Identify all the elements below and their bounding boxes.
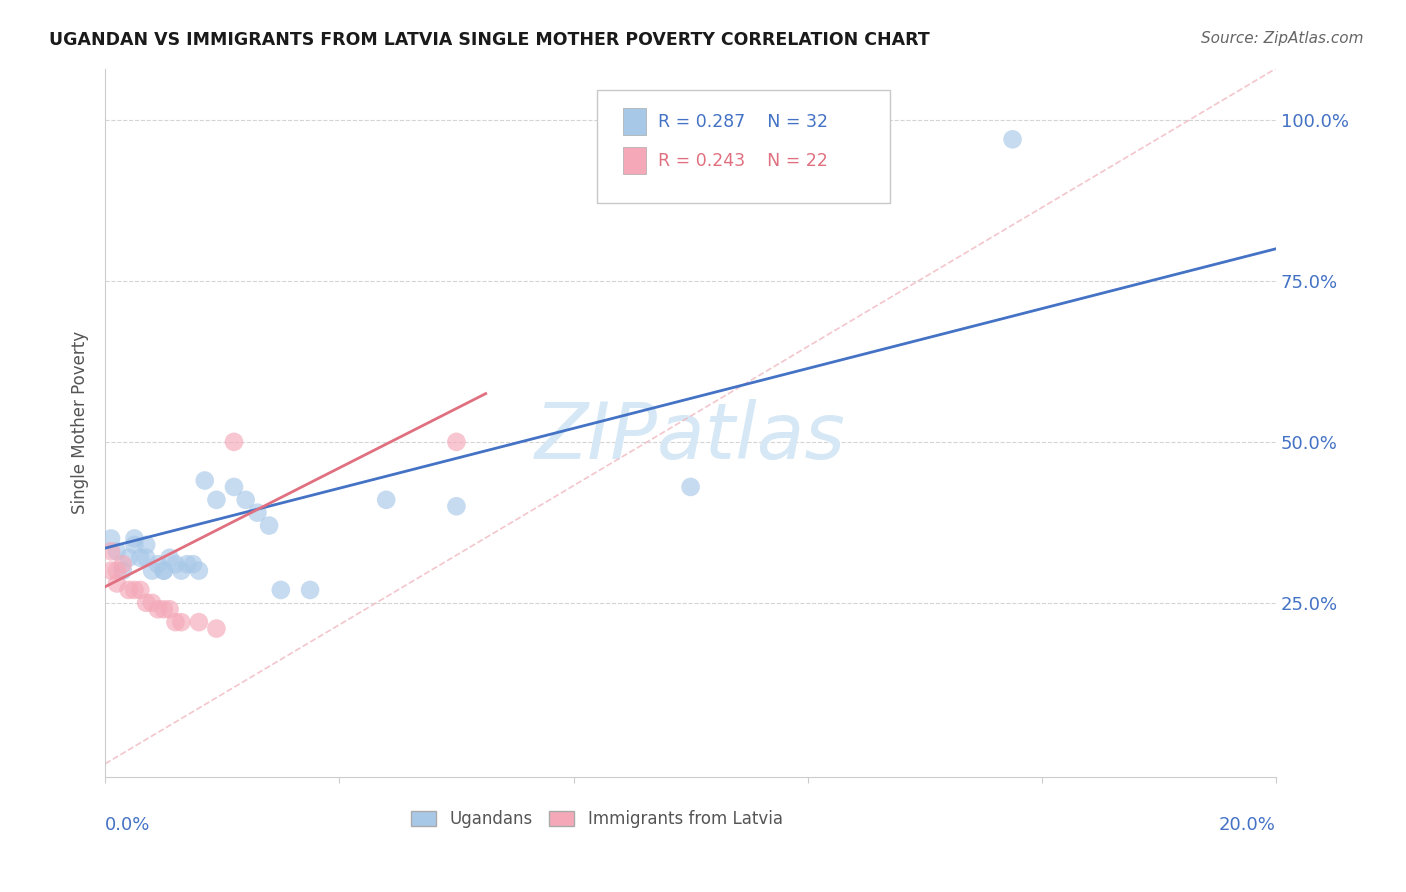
Legend: Ugandans, Immigrants from Latvia: Ugandans, Immigrants from Latvia (411, 811, 783, 829)
Point (222, 434, 245, 449)
Point (135, 538, 157, 552)
Point (187, 564, 209, 578)
Point (100, 532, 122, 546)
Text: UGANDAN VS IMMIGRANTS FROM LATVIA SINGLE MOTHER POVERTY CORRELATION CHART: UGANDAN VS IMMIGRANTS FROM LATVIA SINGLE… (49, 31, 929, 49)
Point (100, 544, 122, 558)
Point (176, 558, 198, 572)
Point (235, 492, 257, 507)
Text: ZIPatlas: ZIPatlas (536, 399, 846, 475)
Point (141, 596, 163, 610)
Point (124, 532, 146, 546)
Text: 20.0%: 20.0% (1219, 815, 1277, 833)
Point (257, 518, 280, 533)
Point (446, 434, 468, 449)
Point (111, 564, 134, 578)
Point (181, 558, 204, 572)
Point (141, 564, 163, 578)
Text: R = 0.287    N = 32: R = 0.287 N = 32 (658, 112, 828, 130)
Point (105, 576, 128, 591)
Point (129, 582, 152, 597)
Point (194, 474, 217, 488)
Text: Source: ZipAtlas.com: Source: ZipAtlas.com (1201, 31, 1364, 46)
Point (152, 602, 174, 616)
Point (117, 550, 139, 565)
FancyBboxPatch shape (623, 147, 647, 174)
Point (159, 550, 181, 565)
Point (124, 582, 146, 597)
Point (855, 132, 877, 146)
Point (105, 564, 128, 578)
FancyBboxPatch shape (623, 108, 647, 135)
Point (165, 558, 187, 572)
Point (679, 480, 702, 494)
Point (270, 582, 292, 597)
Point (1001, 132, 1024, 146)
Point (111, 558, 134, 572)
Y-axis label: Single Mother Poverty: Single Mother Poverty (72, 331, 89, 514)
FancyBboxPatch shape (598, 90, 890, 203)
Point (159, 602, 181, 616)
Point (375, 492, 398, 507)
Point (146, 558, 169, 572)
Point (100, 564, 122, 578)
Point (105, 544, 128, 558)
Point (446, 500, 468, 514)
Point (129, 550, 152, 565)
Text: R = 0.243    N = 22: R = 0.243 N = 22 (658, 152, 828, 169)
Point (205, 622, 228, 636)
Point (205, 492, 228, 507)
Text: 0.0%: 0.0% (105, 815, 150, 833)
Point (135, 596, 157, 610)
Point (146, 602, 169, 616)
Point (246, 506, 269, 520)
Point (165, 615, 187, 629)
Point (222, 480, 245, 494)
Point (299, 582, 322, 597)
Point (187, 615, 209, 629)
Point (152, 564, 174, 578)
Point (124, 538, 146, 552)
Point (170, 564, 193, 578)
Point (152, 564, 174, 578)
Point (170, 615, 193, 629)
Point (117, 582, 139, 597)
Point (135, 550, 157, 565)
